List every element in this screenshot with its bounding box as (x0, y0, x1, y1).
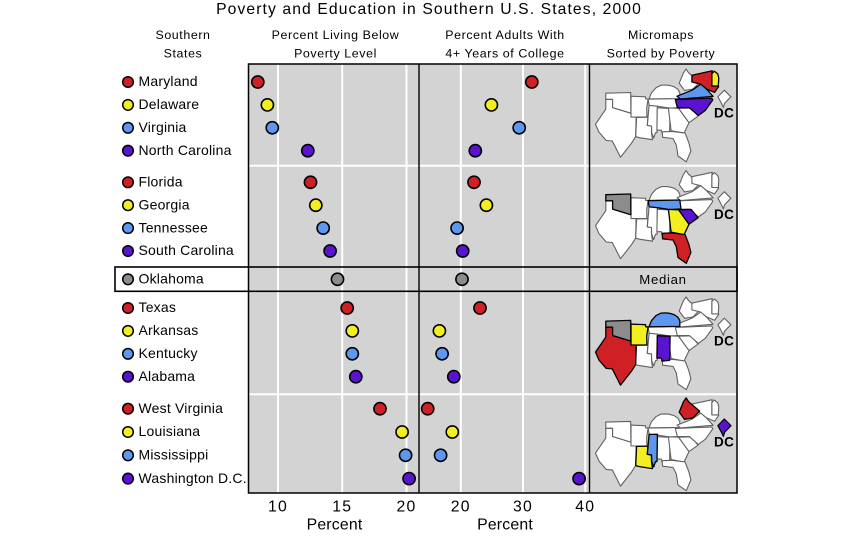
svg-text:Alabama: Alabama (139, 368, 196, 384)
svg-text:Poverty and Education in South: Poverty and Education in Southern U.S. S… (216, 1, 642, 18)
svg-text:Delaware: Delaware (139, 96, 200, 112)
svg-text:Kentucky: Kentucky (139, 345, 198, 361)
svg-text:15: 15 (332, 498, 352, 515)
svg-text:DC: DC (714, 105, 735, 120)
svg-text:Arkansas: Arkansas (139, 322, 199, 338)
svg-text:Florida: Florida (139, 174, 183, 190)
svg-text:40: 40 (575, 498, 595, 515)
svg-text:30: 30 (513, 498, 533, 515)
svg-text:Georgia: Georgia (139, 196, 190, 212)
svg-text:Median: Median (639, 272, 686, 287)
svg-text:Texas: Texas (139, 299, 177, 315)
svg-text:10: 10 (268, 498, 288, 515)
svg-text:Virginia: Virginia (139, 119, 187, 135)
svg-text:Percent: Percent (307, 517, 363, 534)
svg-text:Micromaps: Micromaps (628, 28, 694, 42)
svg-text:Sorted by Poverty: Sorted by Poverty (607, 47, 716, 61)
svg-text:Louisiana: Louisiana (139, 423, 201, 439)
svg-text:Washington D.C.: Washington D.C. (139, 470, 247, 486)
svg-text:20: 20 (397, 498, 417, 515)
svg-text:DC: DC (714, 333, 735, 348)
svg-text:DC: DC (714, 207, 735, 222)
svg-text:Mississippi: Mississippi (139, 447, 209, 463)
svg-text:Percent Adults With: Percent Adults With (445, 28, 565, 42)
svg-text:Maryland: Maryland (139, 73, 198, 89)
svg-text:South Carolina: South Carolina (139, 242, 234, 258)
svg-text:West Virginia: West Virginia (139, 400, 224, 416)
svg-text:Poverty Level: Poverty Level (294, 47, 377, 61)
svg-text:20: 20 (451, 498, 471, 515)
svg-text:DC: DC (714, 434, 735, 449)
svg-text:Percent: Percent (477, 517, 533, 534)
svg-text:Southern: Southern (155, 28, 210, 42)
svg-text:Tennessee: Tennessee (139, 219, 209, 235)
svg-text:4+ Years of College: 4+ Years of College (445, 47, 564, 61)
svg-text:Percent Living Below: Percent Living Below (272, 28, 400, 42)
svg-text:Oklahoma: Oklahoma (139, 271, 204, 287)
svg-text:North Carolina: North Carolina (139, 142, 232, 158)
svg-text:States: States (164, 47, 203, 61)
